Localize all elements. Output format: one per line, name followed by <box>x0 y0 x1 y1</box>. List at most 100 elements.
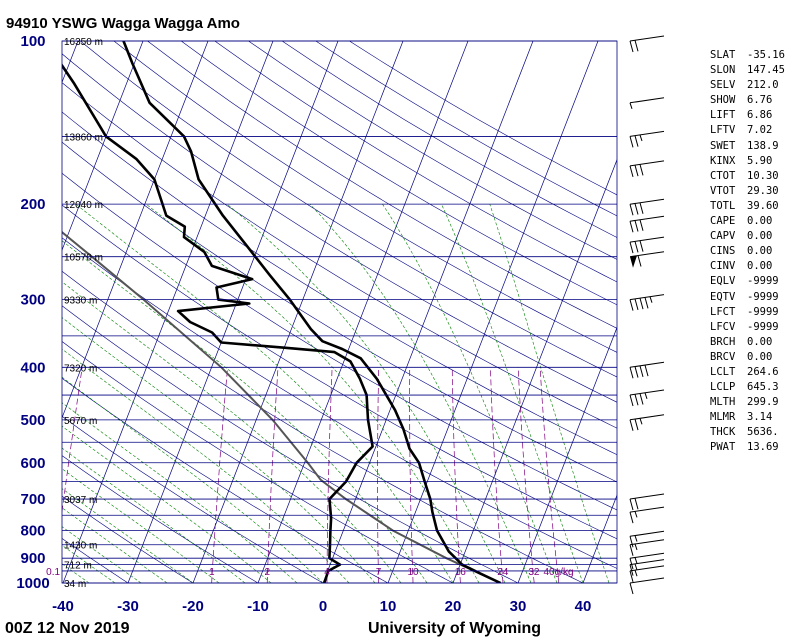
index-key: CINS <box>710 245 736 258</box>
height-label: 13860 m <box>64 132 103 143</box>
index-row-slat: SLAT -35.16 <box>710 48 785 63</box>
dewpoint-profile-line <box>62 63 374 583</box>
wind-barb-full <box>629 136 634 148</box>
index-row-lfcv: LFCV -9999 <box>710 320 785 335</box>
wind-barb-staff <box>629 215 665 222</box>
wind-barb-half <box>634 570 638 577</box>
dry-adiabat-line <box>62 377 389 583</box>
index-value: 3.14 <box>747 411 773 424</box>
mixing-ratio-label: 4 <box>324 567 330 578</box>
wind-barb-full <box>639 393 644 405</box>
index-row-mlmr: MLMR 3.14 <box>710 410 785 425</box>
wind-barb-staff <box>629 552 665 559</box>
index-value: -9999 <box>747 275 779 288</box>
wind-barb-full <box>634 241 639 253</box>
wind-barb-staff <box>629 35 665 42</box>
index-value: -35.16 <box>747 49 785 61</box>
wind-barb-half <box>629 102 633 109</box>
wind-barb <box>629 35 665 53</box>
isotherm-line <box>62 41 144 252</box>
dry-adiabat-line <box>62 455 259 583</box>
pressure-tick-label: 800 <box>20 523 45 540</box>
date-time-label: 00Z 12 Nov 2019 <box>5 620 130 637</box>
wind-barb-half <box>634 543 638 551</box>
index-value: 0.00 <box>747 260 773 273</box>
mixing-ratio-label: 40g/kg <box>543 567 573 578</box>
wind-barb <box>629 97 665 109</box>
wind-barb-full <box>629 221 634 233</box>
mixing-ratio-line <box>409 367 414 583</box>
mixing-ratio-line <box>211 367 228 583</box>
index-value: 0.00 <box>747 215 773 228</box>
index-row-cinv: CINV 0.00 <box>710 259 785 274</box>
index-value: -9999 <box>747 290 779 303</box>
height-label: 7320 m <box>64 363 97 374</box>
index-row-capv: CAPV 0.00 <box>710 229 785 244</box>
wind-barb-half <box>634 535 638 542</box>
wind-barb <box>629 236 665 254</box>
wind-barb-full <box>634 394 639 406</box>
wind-barb-staff <box>629 577 665 584</box>
moist-adiabat-line <box>62 348 350 583</box>
wind-barb <box>629 506 665 524</box>
wind-barb-half <box>639 418 643 425</box>
pressure-tick-label: 700 <box>20 491 45 508</box>
wind-barb-half <box>634 563 638 571</box>
temperature-tick-label: -10 <box>247 598 269 615</box>
plot-area <box>61 40 618 584</box>
index-row-brch: BRCH 0.00 <box>710 335 785 350</box>
wind-barb-staff <box>629 236 665 243</box>
temperature-tick-label: 40 <box>575 598 592 615</box>
index-row-pwat: PWAT 13.69 <box>710 440 785 455</box>
index-key: LFCV <box>710 320 736 333</box>
moist-adiabat-line <box>309 203 532 583</box>
index-key: VTOT <box>710 184 736 197</box>
wind-barb-staff <box>629 361 665 368</box>
wind-barb-staff <box>629 130 665 137</box>
index-row-slon: SLON 147.45 <box>710 63 785 78</box>
moist-adiabat-line <box>382 204 558 583</box>
dry-adiabat-line <box>80 41 617 378</box>
index-value: 29.30 <box>747 184 779 197</box>
height-label: 34 m <box>64 579 86 590</box>
wind-barb-full <box>639 240 644 252</box>
mixing-ratio-label: 2 <box>265 567 271 578</box>
index-row-swet: SWET 138.9 <box>710 139 785 154</box>
wind-barb <box>629 539 665 556</box>
wind-barb <box>629 552 665 570</box>
wind-barb-full <box>639 202 644 214</box>
wind-barb-staff <box>629 294 665 301</box>
dry-adiabat-line <box>62 538 129 583</box>
wind-barb-staff <box>629 539 665 546</box>
index-value: 645.3 <box>747 381 779 394</box>
index-value: 6.76 <box>747 94 773 107</box>
wind-barb-staff <box>629 559 665 566</box>
wind-barb <box>629 215 665 233</box>
index-value: 5.90 <box>747 154 773 167</box>
dry-adiabat-line <box>62 111 617 456</box>
wind-barb-full <box>634 135 639 147</box>
pressure-tick-label: 300 <box>20 292 45 309</box>
height-label: 1430 m <box>64 541 97 552</box>
mixing-ratio-label: 32 <box>528 567 540 578</box>
temperature-tick-label: -40 <box>52 598 74 615</box>
wind-barb-full <box>639 297 644 310</box>
index-key: SELV <box>710 79 736 92</box>
pressure-tick-label: 900 <box>20 550 45 567</box>
index-key: SLON <box>710 64 736 77</box>
temperature-tick-label: -30 <box>117 598 139 615</box>
index-key: LFCT <box>710 305 736 318</box>
index-key: SWET <box>710 139 736 152</box>
index-key: MLMR <box>710 411 736 424</box>
pressure-tick-label: 1000 <box>16 575 49 592</box>
index-key: LCLT <box>710 365 736 378</box>
wind-barb-staff <box>629 251 665 258</box>
height-label: 10570 m <box>64 253 103 264</box>
index-row-lfct: LFCT -9999 <box>710 305 785 320</box>
wind-barb <box>629 198 665 216</box>
wind-barb-half <box>634 557 638 564</box>
wind-barb-full <box>637 255 642 267</box>
index-row-thck: THCK 5636. <box>710 425 785 440</box>
mixing-ratio-label: 0.1 <box>46 567 60 578</box>
wind-barb <box>629 361 665 379</box>
